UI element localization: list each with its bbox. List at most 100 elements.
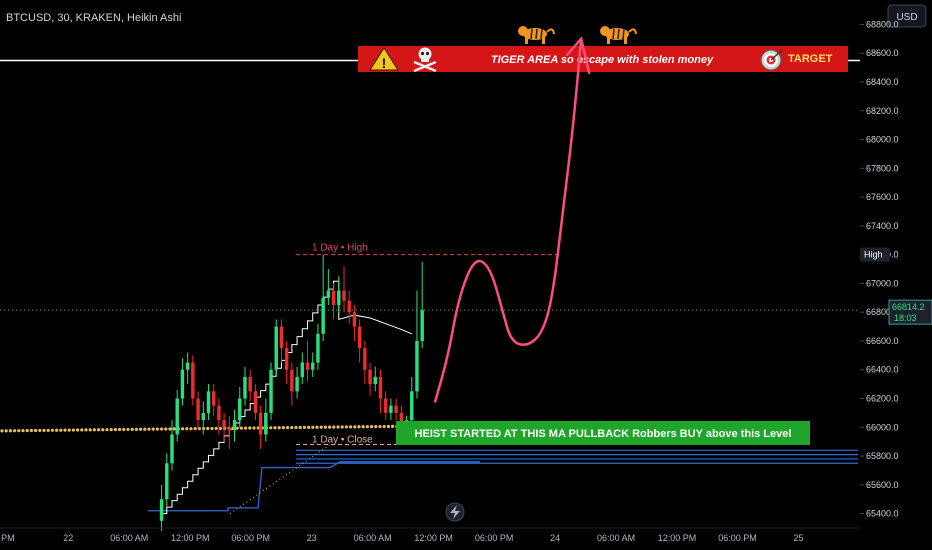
x-tick-label: PM: [1, 533, 15, 543]
y-tick-label: 66000.0: [866, 422, 899, 432]
ma-dot: [336, 425, 340, 429]
candle-body: [264, 412, 268, 435]
candle-body: [378, 376, 383, 399]
candle-body: [222, 420, 226, 428]
y-tick-label: 67400.0: [866, 221, 899, 231]
countdown-label: 18:03: [894, 313, 917, 323]
currency-button[interactable]: USD: [887, 4, 927, 28]
ma-dot: [269, 426, 273, 430]
ma-dot: [349, 425, 353, 429]
ma-dot: [294, 425, 298, 430]
candle-body: [196, 398, 200, 421]
ma-dot: [332, 425, 336, 429]
candle-body: [415, 340, 419, 392]
candle-body: [352, 312, 357, 327]
ma-dot: [155, 427, 159, 431]
ma-dot: [206, 426, 210, 431]
target-banner-text: TIGER AREA so escape with stolen money: [491, 54, 714, 66]
candle-body: [227, 427, 232, 431]
ma-dot: [281, 426, 285, 430]
ma-dot: [46, 428, 50, 432]
svg-text:!: !: [382, 55, 387, 71]
ma-dot: [147, 427, 151, 431]
flash-icon[interactable]: [445, 502, 465, 522]
candle-body: [316, 333, 320, 363]
heist-banner[interactable]: HEIST STARTED AT THIS MA PULLBACK Robber…: [396, 421, 810, 445]
ma-dot: [25, 428, 29, 433]
ma-dot: [298, 425, 302, 430]
candle-body: [290, 369, 294, 392]
candle-body: [191, 362, 195, 399]
ma-dot: [92, 428, 96, 432]
ma-dot: [21, 429, 25, 433]
time-axis[interactable]: PM 22 06:00 AM 12:00 PM 06:00 PM 23 06:00 AM 12…: [0, 527, 860, 543]
ma-dot: [88, 428, 92, 432]
candle-body: [368, 369, 372, 385]
ma-dot: [214, 426, 218, 431]
ma-dot: [328, 425, 332, 429]
candle-body: [389, 405, 393, 413]
ma-dot: [290, 425, 294, 430]
warning-icon: !: [369, 47, 399, 71]
y-tick-label: 67000.0: [866, 278, 899, 288]
ma-dot: [160, 427, 164, 431]
candle-body: [363, 348, 367, 370]
x-tick-label: 24: [550, 533, 560, 543]
ma-dot: [193, 427, 197, 431]
ma-dot: [197, 427, 201, 431]
ma-dot: [365, 425, 369, 429]
candle-body: [170, 434, 174, 464]
ma-dot: [277, 426, 281, 430]
ma-dot: [151, 427, 155, 431]
candle-body: [201, 412, 205, 421]
ma-dot: [239, 426, 243, 430]
y-tick-label: 66600.0: [866, 336, 899, 346]
candle-body: [347, 300, 351, 313]
x-tick-label: 12:00 PM: [658, 533, 697, 543]
ma-dot: [13, 429, 17, 433]
ma-dot: [38, 428, 42, 433]
ma-dot: [143, 427, 147, 431]
ma-dot: [357, 425, 361, 429]
x-tick-label: 06:00 PM: [231, 533, 270, 543]
candle-body: [331, 290, 336, 306]
y-tick-label: 65600.0: [866, 480, 899, 490]
candle-body: [185, 362, 190, 370]
blue-levels: [148, 444, 858, 515]
candle-body: [295, 376, 299, 392]
x-tick-label: 25: [793, 533, 803, 543]
ma-dot: [71, 428, 75, 432]
candle-body: [399, 412, 404, 428]
target-label: TARGET: [788, 53, 833, 65]
ma-dot: [374, 424, 378, 429]
last-price-label: 66814.2: [892, 302, 925, 312]
x-tick-label: 22: [63, 533, 73, 543]
tiger-icon: [518, 26, 555, 44]
candle-body: [248, 376, 252, 392]
projection-drawing[interactable]: [433, 37, 583, 403]
ma-dot: [378, 424, 382, 429]
ma-dot: [55, 428, 59, 432]
day-high-label: 1 Day • High: [312, 243, 368, 254]
candle-body: [311, 362, 315, 370]
ma-dot: [386, 424, 390, 429]
ma-dot: [181, 427, 185, 431]
ma-dot: [218, 426, 222, 430]
ma-dot: [139, 427, 143, 431]
candle-body: [300, 362, 305, 377]
candle-body: [284, 348, 289, 370]
ma-dot: [235, 426, 239, 430]
x-tick-label: 12:00 PM: [171, 533, 210, 543]
ma-dot: [0, 429, 4, 433]
skull-icon: [413, 47, 437, 73]
candle-body: [420, 310, 424, 341]
y-tick-label: 65400.0: [866, 509, 899, 519]
target-banner[interactable]: ! TIGER AREA so escape with stolen money…: [358, 46, 848, 73]
ma-dot: [80, 428, 84, 432]
ma-dot: [126, 427, 130, 432]
price-axis[interactable]: 65400.0 65600.0 65800.0 66000.0 66200.0 66400…: [860, 19, 899, 519]
y-tick-label: 68400.0: [866, 77, 899, 87]
ma-dot: [63, 428, 67, 432]
